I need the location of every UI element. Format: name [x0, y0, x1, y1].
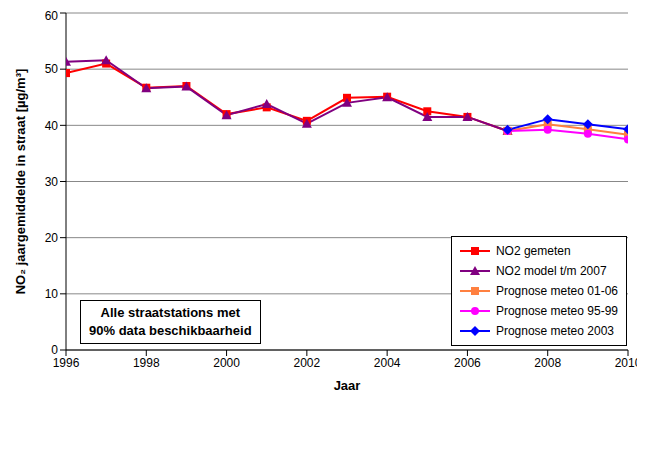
svg-text:2002: 2002: [294, 356, 321, 370]
svg-text:Jaar: Jaar: [334, 378, 361, 392]
svg-text:2006: 2006: [454, 356, 481, 370]
html-text:Prognose meteo 95-99: Prognose meteo 95-99: [495, 304, 618, 318]
svg-text:2000: 2000: [213, 356, 240, 370]
html-text:Prognose meteo 01-06: Prognose meteo 01-06: [495, 284, 618, 298]
svg-text:40: 40: [45, 119, 59, 133]
svg-text:0: 0: [51, 343, 58, 357]
svg-text:30: 30: [45, 175, 59, 189]
svg-text:1998: 1998: [133, 356, 160, 370]
html-text:90% data beschikbaarheid: 90% data beschikbaarheid: [89, 323, 252, 338]
svg-text:2008: 2008: [534, 356, 561, 370]
svg-text:60: 60: [45, 9, 59, 23]
html-text:NO2 model t/m 2007: NO2 model t/m 2007: [495, 264, 607, 278]
svg-text:50: 50: [45, 62, 59, 76]
svg-text:10: 10: [45, 287, 59, 301]
svg-text:NO₂ jaargemiddelde in straat [: NO₂ jaargemiddelde in straat [µg/m³]: [13, 69, 28, 295]
svg-text:1996: 1996: [53, 356, 80, 370]
html-text:Alle straatstations met: Alle straatstations met: [100, 305, 240, 320]
html-text:NO2 gemeten: NO2 gemeten: [495, 244, 571, 258]
svg-text:20: 20: [45, 231, 59, 245]
svg-text:2004: 2004: [374, 356, 401, 370]
svg-text:2010: 2010: [615, 356, 637, 370]
html-text:Prognose meteo 2003: Prognose meteo 2003: [495, 324, 614, 338]
